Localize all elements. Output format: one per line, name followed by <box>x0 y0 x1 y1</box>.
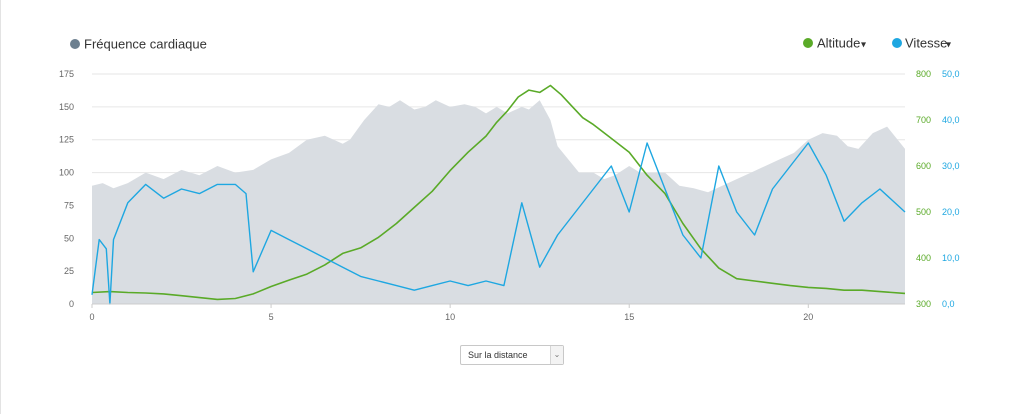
y-left-tick-label: 150 <box>59 102 74 112</box>
y-left-tick-label: 50 <box>64 233 74 243</box>
y-right-speed-tick-label: 10,0 <box>942 253 960 263</box>
y-right-altitude-tick-label: 400 <box>916 253 931 263</box>
chevron-down-icon[interactable]: ▾ <box>861 40 866 51</box>
x-tick-label: 15 <box>624 312 634 322</box>
y-right-speed-tick-label: 50,0 <box>942 69 960 79</box>
x-tick-label: 0 <box>89 312 94 322</box>
y-right-altitude-tick-label: 300 <box>916 299 931 309</box>
y-right-speed-tick-label: 0,0 <box>942 299 955 309</box>
distance-select[interactable]: Sur la distance ⌄ <box>460 345 564 365</box>
y-left-tick-label: 25 <box>64 266 74 276</box>
chevron-down-icon[interactable]: ▾ <box>946 40 951 51</box>
legend-label-speed: Vitesse <box>905 36 947 51</box>
legend-label-altitude: Altitude <box>817 36 860 51</box>
y-right-altitude-tick-label: 600 <box>916 161 931 171</box>
y-right-altitude-tick-label: 500 <box>916 207 931 217</box>
distance-select-value: Sur la distance <box>468 350 528 360</box>
y-left-tick-label: 0 <box>69 299 74 309</box>
y-right-speed-tick-label: 40,0 <box>942 115 960 125</box>
y-left-tick-label: 175 <box>59 69 74 79</box>
legend: Fréquence cardiaque Altitude ▾ Vitesse ▾ <box>70 36 951 52</box>
chevron-down-icon[interactable]: ⌄ <box>550 346 563 364</box>
legend-label-heart-rate: Fréquence cardiaque <box>84 37 207 52</box>
speed-line <box>91 142 906 305</box>
y-left-tick-label: 75 <box>64 200 74 210</box>
x-tick-label: 5 <box>269 312 274 322</box>
speed-series <box>91 142 906 305</box>
left-edge-divider <box>0 0 1 414</box>
legend-item-heart-rate[interactable]: Fréquence cardiaque <box>70 37 207 52</box>
legend-marker-altitude <box>803 38 813 48</box>
y-right-altitude-tick-label: 800 <box>916 69 931 79</box>
y-left-tick-label: 125 <box>59 135 74 145</box>
y-right-speed-tick-label: 30,0 <box>942 161 960 171</box>
x-tick-label: 10 <box>445 312 455 322</box>
heart-rate-area <box>92 100 905 304</box>
y-right-speed-tick-label: 20,0 <box>942 207 960 217</box>
legend-item-altitude[interactable]: Altitude ▾ <box>803 36 866 51</box>
heart-rate-series <box>92 100 905 304</box>
axes: 0 25 50 75 100 125 150 175 0 5 10 15 20 300 400 500 600 7… <box>59 69 960 322</box>
legend-item-speed[interactable]: Vitesse ▾ <box>892 36 951 51</box>
x-tick-label: 20 <box>803 312 813 322</box>
legend-marker-heart-rate <box>70 39 80 49</box>
altitude-line <box>91 84 906 301</box>
y-left-tick-label: 100 <box>59 168 74 178</box>
legend-marker-speed <box>892 38 902 48</box>
altitude-series <box>91 84 906 301</box>
y-right-altitude-tick-label: 700 <box>916 115 931 125</box>
